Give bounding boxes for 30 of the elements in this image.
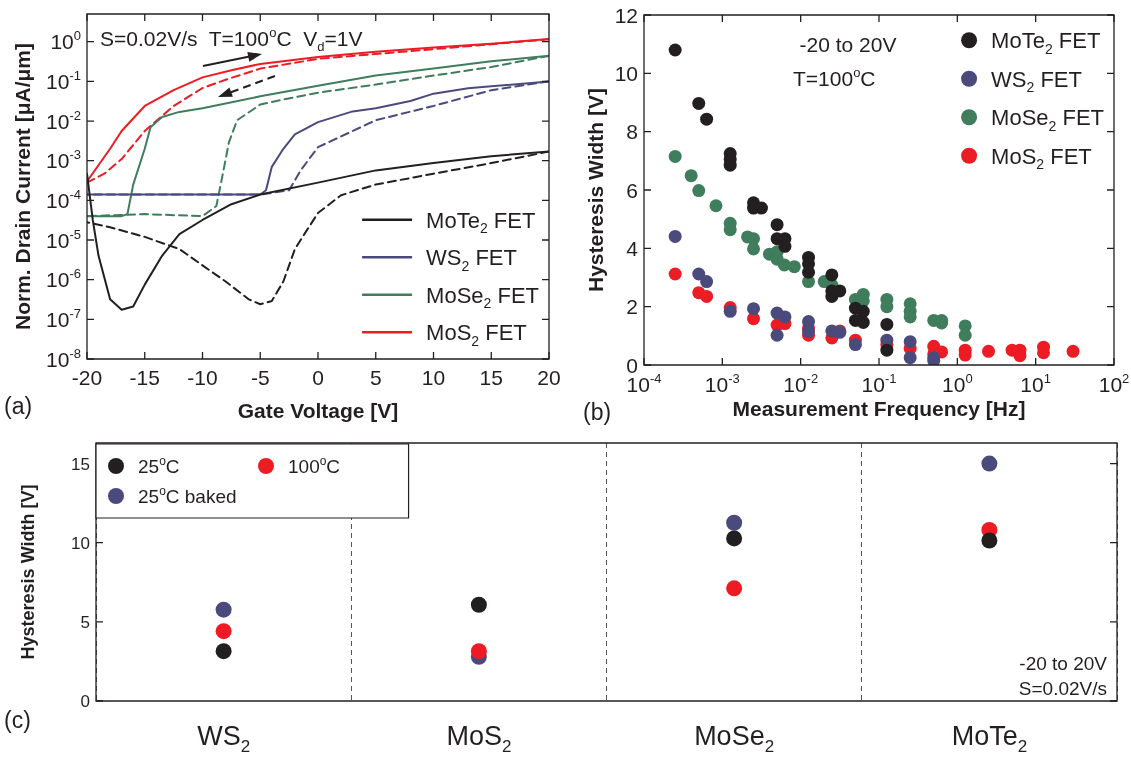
y-tick-label: 10 bbox=[614, 61, 638, 85]
text: (b) bbox=[583, 399, 612, 425]
x-tick-label: 10 bbox=[421, 366, 446, 389]
text: (a) bbox=[4, 393, 33, 419]
y-tick-label: 6 bbox=[626, 178, 639, 202]
x-tick-label: -10 bbox=[187, 366, 218, 389]
annotation: -20 to 20V bbox=[799, 33, 897, 56]
x-tick-label: -5 bbox=[250, 366, 270, 389]
y-tick-label: 5 bbox=[80, 612, 91, 632]
y-tick-label: 2 bbox=[626, 295, 639, 319]
y-tick-label: 15 bbox=[71, 454, 91, 474]
x-tick-label: 5 bbox=[369, 366, 382, 389]
annotation: -20 to 20V bbox=[1019, 653, 1108, 674]
x-tick-label: -20 bbox=[71, 366, 103, 389]
x-tick-label: 15 bbox=[479, 366, 503, 389]
y-tick-label: 8 bbox=[626, 120, 639, 144]
y-axis-title: Hysteresis Width [V] bbox=[583, 87, 607, 293]
x-axis-title: Gate Voltage [V] bbox=[237, 398, 399, 422]
y-axis-title: Norm. Drain Current [μA/μm] bbox=[10, 42, 34, 331]
x-axis-title: Measurement Frequency [Hz] bbox=[732, 396, 1026, 420]
y-tick-label: 4 bbox=[626, 236, 639, 260]
y-tick-label: 10 bbox=[71, 533, 91, 553]
annotation: S=0.02V/s bbox=[1018, 678, 1107, 699]
x-tick-label: 20 bbox=[537, 366, 561, 389]
x-tick-label: 0 bbox=[312, 366, 324, 389]
text: (c) bbox=[4, 707, 31, 733]
x-tick-label: -15 bbox=[129, 366, 160, 389]
y-axis-title: Hysteresis Width [V] bbox=[18, 484, 39, 660]
y-tick-label: 12 bbox=[614, 3, 638, 27]
y-tick-label: 0 bbox=[80, 692, 91, 712]
